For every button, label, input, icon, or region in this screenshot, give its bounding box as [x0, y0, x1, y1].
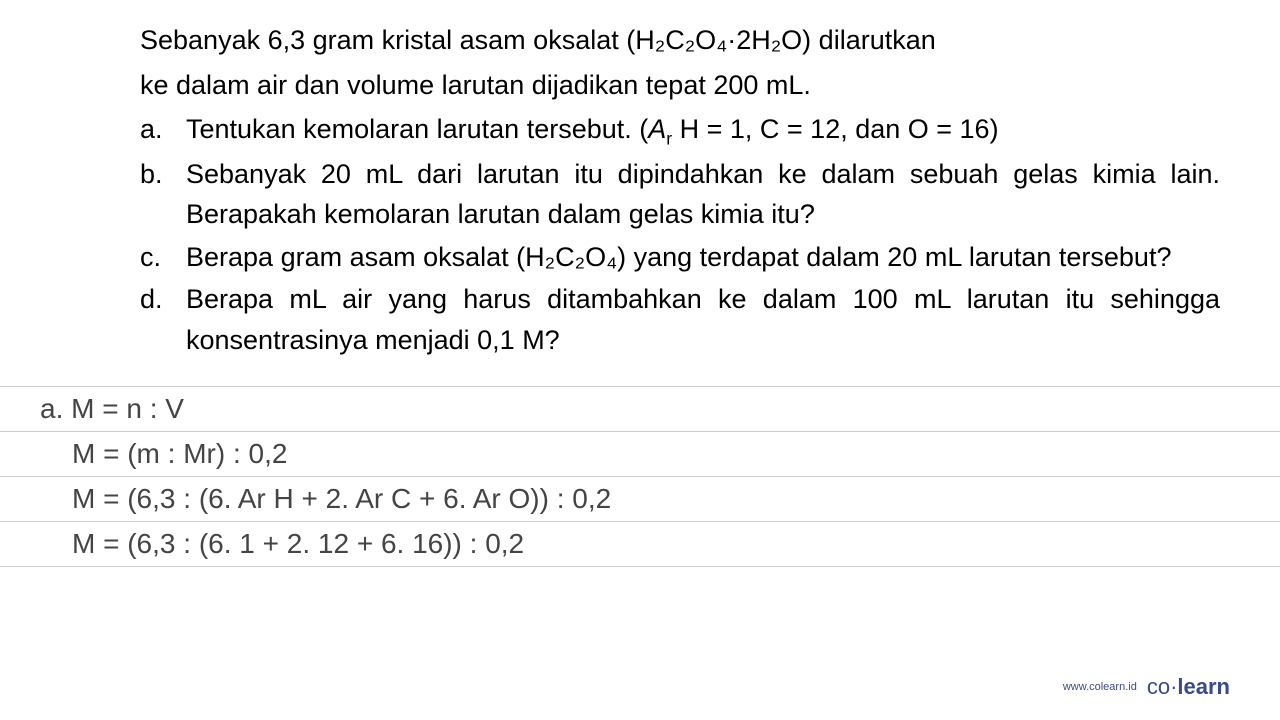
logo-co: co [1147, 674, 1170, 699]
item-text: Berapa mL air yang harus ditambahkan ke … [186, 279, 1220, 360]
item-text: Tentukan kemolaran larutan tersebut. (Ar… [186, 109, 1220, 152]
answer-area: a. M = n : V M = (m : Mr) : 0,2 M = (6,3… [0, 386, 1280, 567]
answer-line-4: M = (6,3 : (6. 1 + 2. 12 + 6. 16)) : 0,2 [0, 521, 1280, 567]
question-area: Sebanyak 6,3 gram kristal asam oksalat (… [0, 0, 1280, 372]
question-item-a: a. Tentukan kemolaran larutan tersebut. … [140, 109, 1220, 152]
item-letter: b. [140, 154, 186, 235]
question-sub-items: a. Tentukan kemolaran larutan tersebut. … [140, 109, 1220, 360]
question-intro-line2: ke dalam air dan volume larutan dijadika… [140, 65, 1220, 106]
item-text: Berapa gram asam oksalat (H₂C₂O₄) yang t… [186, 237, 1220, 278]
answer-line-2: M = (m : Mr) : 0,2 [0, 431, 1280, 476]
answer-line-3: M = (6,3 : (6. Ar H + 2. Ar C + 6. Ar O)… [0, 476, 1280, 521]
question-intro-line1: Sebanyak 6,3 gram kristal asam oksalat (… [140, 20, 1220, 61]
footer-logo: co·learn [1147, 674, 1230, 700]
footer-url: www.colearn.id [1063, 681, 1137, 693]
item-text: Sebanyak 20 mL dari larutan itu dipindah… [186, 154, 1220, 235]
answer-line-1: a. M = n : V [0, 386, 1280, 431]
item-letter: c. [140, 237, 186, 278]
question-item-b: b. Sebanyak 20 mL dari larutan itu dipin… [140, 154, 1220, 235]
logo-learn: learn [1177, 674, 1230, 699]
item-letter: d. [140, 279, 186, 360]
question-item-d: d. Berapa mL air yang harus ditambahkan … [140, 279, 1220, 360]
footer: www.colearn.id co·learn [1063, 674, 1230, 700]
item-letter: a. [140, 109, 186, 152]
question-item-c: c. Berapa gram asam oksalat (H₂C₂O₄) yan… [140, 237, 1220, 278]
